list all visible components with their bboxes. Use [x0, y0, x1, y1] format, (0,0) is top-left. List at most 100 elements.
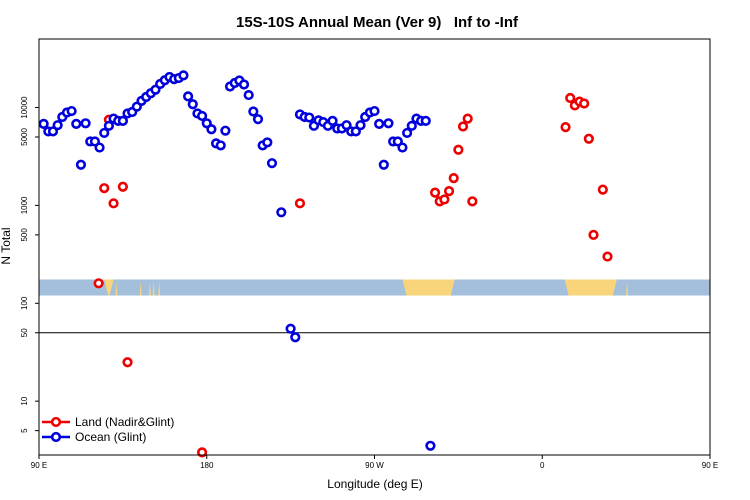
data-point-ocean-9	[80, 118, 91, 129]
x-tick-label-2: 90 W	[365, 461, 384, 470]
legend-label-land: Land (Nadir&Glint)	[75, 415, 174, 429]
data-point-ocean-46	[252, 114, 264, 125]
data-point-land-1	[99, 183, 110, 194]
data-point-ocean-0	[38, 118, 49, 130]
data-point-ocean-12	[94, 142, 105, 153]
x-tick-label-1: 180	[200, 461, 214, 470]
data-point-land-16	[467, 196, 478, 207]
data-point-ocean-13	[99, 127, 110, 139]
land-segment-2	[139, 281, 142, 296]
data-point-ocean-8	[75, 159, 87, 170]
data-point-land-14	[457, 121, 469, 132]
data-point-land-13	[453, 144, 464, 155]
x-tick-label-3: 0	[540, 461, 545, 470]
x-tick-label-4: 90 E	[702, 461, 718, 470]
data-point-land-15	[462, 113, 473, 124]
land-segment-0	[104, 279, 114, 296]
data-point-ocean-50	[276, 207, 287, 218]
land-mask-band	[39, 279, 710, 296]
legend-marker-land	[50, 416, 62, 428]
data-point-land-4	[117, 181, 128, 192]
x-axis-ticks: 90 E 180 90 W 0 90 E	[31, 455, 718, 470]
data-point-ocean-17	[117, 115, 128, 126]
legend-entry-land: Land (Nadir&Glint)	[42, 415, 174, 429]
data-point-land-0	[93, 278, 104, 289]
data-point-ocean-72	[383, 118, 394, 129]
data-point-ocean-3	[52, 120, 63, 131]
data-point-ocean-43	[238, 79, 250, 90]
data-point-ocean-63	[341, 120, 352, 131]
y-tick-label-7: 10000	[20, 96, 29, 119]
land-segment-3	[148, 281, 151, 296]
land-segment-7	[564, 279, 617, 296]
data-point-land-24	[597, 184, 608, 195]
data-point-ocean-32	[187, 99, 198, 110]
data-point-ocean-6	[66, 105, 77, 117]
y-tick-label-5: 1000	[20, 196, 29, 214]
data-point-ocean-49	[266, 158, 278, 169]
data-point-ocean-60	[327, 115, 338, 126]
data-point-land-6	[196, 447, 208, 458]
chart-title: 15S-10S Annual Mean (Ver 9) Inf to -Inf	[236, 14, 519, 31]
y-tick-label-0: 5	[20, 428, 29, 433]
data-point-ocean-39	[220, 125, 231, 136]
data-point-land-21	[579, 98, 590, 109]
data-point-ocean-51	[285, 323, 296, 334]
series-ocean-points	[38, 70, 436, 451]
data-point-ocean-14	[103, 120, 114, 131]
data-point-land-10	[439, 194, 450, 205]
y-tick-label-2: 50	[20, 328, 29, 337]
land-segment-8	[626, 281, 628, 296]
y-tick-label-1: 10	[20, 396, 29, 405]
y-tick-label-6: 5000	[20, 128, 29, 146]
y-axis-ticks: 5 10 50 100 500 1000 5000 10000	[20, 96, 39, 433]
data-point-ocean-45	[248, 106, 259, 117]
land-segment-4	[152, 281, 155, 296]
data-point-ocean-7	[71, 118, 82, 130]
data-point-ocean-36	[206, 124, 217, 135]
legend-marker-ocean	[50, 431, 62, 443]
ocean-band	[39, 279, 710, 296]
data-point-ocean-76	[402, 127, 413, 139]
data-point-ocean-30	[178, 70, 189, 81]
data-point-land-22	[583, 133, 594, 144]
land-segment-5	[158, 281, 161, 296]
data-point-ocean-38	[215, 140, 226, 151]
y-tick-label-4: 500	[20, 228, 29, 242]
data-point-ocean-31	[183, 91, 194, 102]
data-point-land-17	[560, 122, 571, 133]
data-point-ocean-70	[374, 118, 385, 130]
data-point-ocean-2	[47, 126, 59, 137]
data-point-land-5	[122, 357, 133, 368]
data-point-land-11	[443, 185, 455, 197]
data-point-land-12	[448, 173, 459, 184]
data-point-land-18	[565, 92, 576, 104]
data-point-ocean-66	[355, 120, 366, 131]
data-point-land-3	[108, 198, 119, 209]
data-point-ocean-77	[406, 120, 417, 131]
data-point-ocean-80	[420, 115, 431, 126]
data-point-ocean-48	[262, 137, 273, 148]
data-point-ocean-44	[243, 89, 254, 101]
data-point-ocean-55	[304, 112, 315, 123]
y-tick-label-3: 100	[20, 296, 29, 310]
legend-entry-ocean: Ocean (Glint)	[42, 430, 146, 444]
legend: Land (Nadir&Glint) Ocean (Glint)	[42, 415, 174, 444]
data-point-ocean-75	[397, 142, 408, 153]
land-segment-1	[115, 281, 118, 296]
data-point-land-8	[429, 187, 441, 198]
plot-frame	[38, 38, 711, 456]
x-tick-label-0: 90 E	[31, 461, 47, 470]
x-axis-label: Longitude (deg E)	[327, 477, 422, 491]
data-point-land-23	[588, 229, 599, 240]
data-point-ocean-34	[196, 110, 208, 122]
y-axis-label: N Total	[0, 227, 13, 264]
legend-label-ocean: Ocean (Glint)	[75, 430, 146, 444]
data-point-ocean-52	[290, 332, 301, 343]
data-point-land-7	[294, 198, 306, 209]
data-point-land-25	[602, 251, 613, 262]
data-point-ocean-81	[425, 440, 436, 451]
data-point-ocean-71	[378, 159, 389, 170]
